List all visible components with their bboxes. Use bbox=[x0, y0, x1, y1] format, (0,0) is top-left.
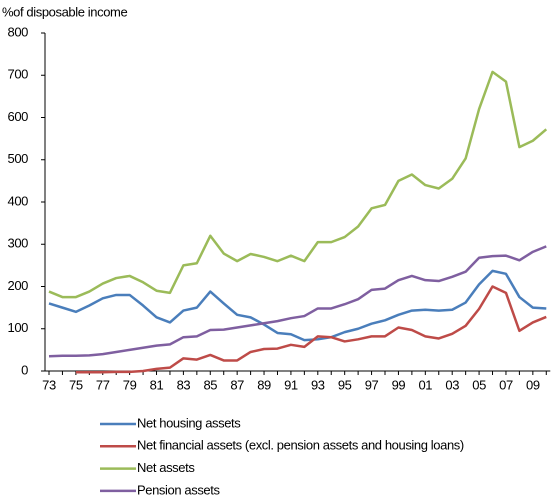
y-tick-label: 200 bbox=[8, 278, 29, 293]
x-tick-label: 05 bbox=[472, 377, 486, 392]
x-tick-label: 09 bbox=[526, 377, 540, 392]
y-axis-label: %of disposable income bbox=[2, 4, 127, 19]
series-line bbox=[48, 269, 547, 342]
series-line bbox=[75, 285, 547, 374]
y-tick-label: 100 bbox=[8, 320, 29, 335]
x-tick-label: 97 bbox=[365, 377, 379, 392]
y-tick-label: 700 bbox=[8, 67, 29, 82]
legend-label: Pension assets bbox=[137, 482, 220, 497]
x-tick-label: 01 bbox=[418, 377, 432, 392]
x-tick-label: 75 bbox=[69, 377, 83, 392]
x-tick-label: 95 bbox=[338, 377, 352, 392]
x-tick-label: 73 bbox=[42, 377, 56, 392]
legend-label: Net housing assets bbox=[137, 415, 241, 430]
x-tick-label: 87 bbox=[230, 377, 244, 392]
y-tick-label: 0 bbox=[21, 362, 28, 377]
x-tick-label: 83 bbox=[177, 377, 191, 392]
x-tick-label: 93 bbox=[311, 377, 325, 392]
y-tick-label: 400 bbox=[8, 193, 29, 208]
series-line bbox=[48, 245, 547, 358]
x-tick-label: 81 bbox=[150, 377, 164, 392]
legend-label: Net assets bbox=[137, 460, 195, 475]
x-tick-label: 99 bbox=[392, 377, 406, 392]
x-tick-label: 77 bbox=[96, 377, 110, 392]
y-tick-label: 500 bbox=[8, 151, 29, 166]
x-tick-label: 89 bbox=[257, 377, 271, 392]
x-tick-label: 03 bbox=[445, 377, 459, 392]
x-tick-label: 85 bbox=[203, 377, 217, 392]
legend-label: Net financial assets (excl. pension asse… bbox=[137, 438, 464, 453]
x-tick-label: 07 bbox=[499, 377, 513, 392]
y-tick-label: 600 bbox=[8, 109, 29, 124]
y-tick-label: 300 bbox=[8, 236, 29, 251]
series-line bbox=[48, 70, 548, 299]
x-tick-label: 79 bbox=[123, 377, 137, 392]
y-tick-label: 800 bbox=[8, 24, 29, 39]
x-tick-label: 91 bbox=[284, 377, 298, 392]
